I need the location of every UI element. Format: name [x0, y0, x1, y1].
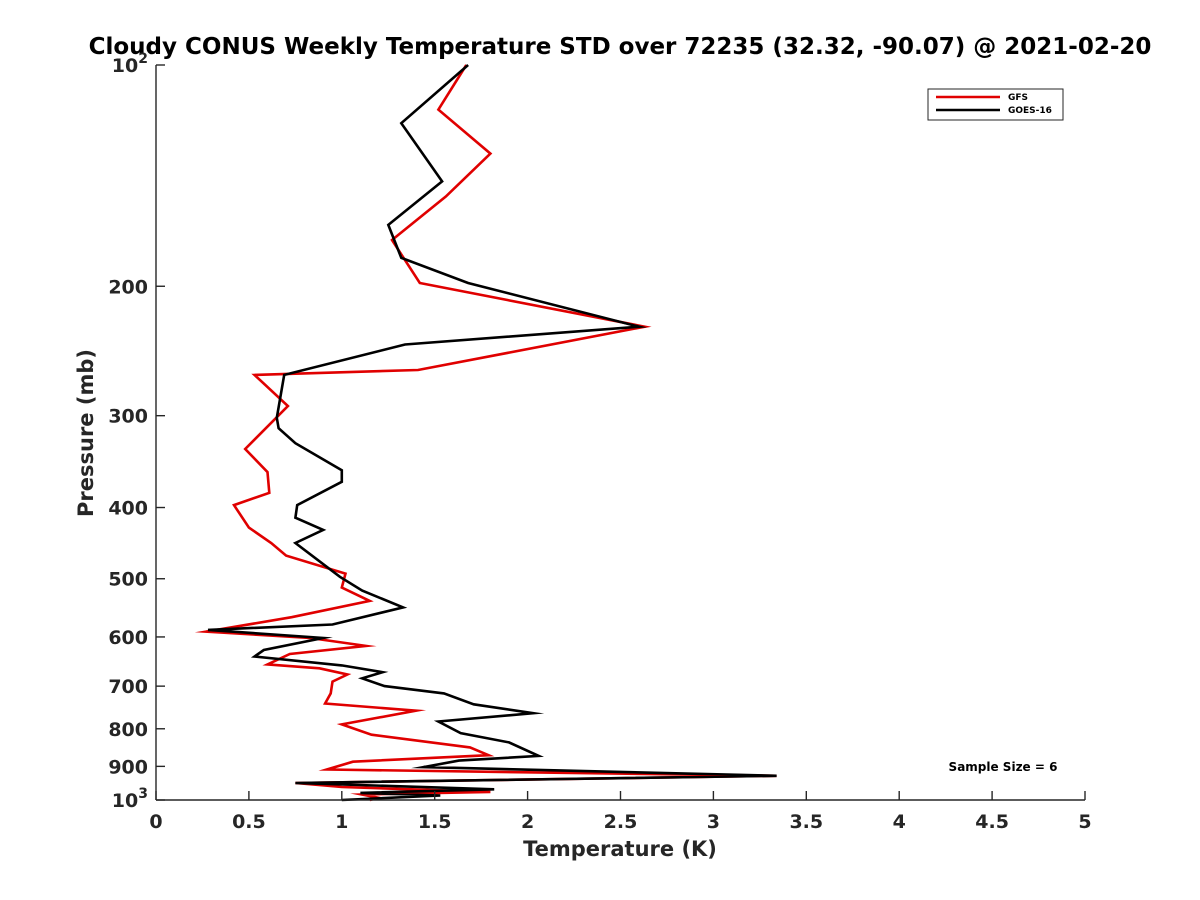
x-tick-label: 4.5	[975, 811, 1009, 833]
y-tick-label: 700	[108, 676, 148, 698]
chart-title: Cloudy CONUS Weekly Temperature STD over…	[89, 34, 1152, 60]
x-tick-label: 4	[893, 811, 906, 833]
x-axis-label: Temperature (K)	[523, 837, 717, 861]
y-tick-label: 600	[108, 627, 148, 649]
series-line-goes-16	[207, 64, 777, 802]
x-tick-label: 3.5	[789, 811, 823, 833]
x-tick-label: 5	[1078, 811, 1091, 833]
x-tick-label: 1.5	[418, 811, 452, 833]
y-axis-ticks: 102 200 300 400 500 600 700 800 900 103	[108, 51, 165, 812]
y-tick-label: 200	[108, 276, 148, 298]
y-tick-label: 300	[108, 406, 148, 428]
x-tick-label: 0.5	[232, 811, 266, 833]
x-tick-label: 3	[707, 811, 720, 833]
y-axis-label: Pressure (mb)	[74, 349, 98, 517]
legend: GFS GOES-16	[927, 88, 1064, 121]
x-tick-label: 2.5	[604, 811, 638, 833]
y-tick-label: 500	[108, 569, 148, 591]
legend-box	[927, 88, 1064, 121]
x-tick-label: 1	[335, 811, 348, 833]
y-tick-label: 102	[112, 51, 148, 77]
x-axis-ticks: 0 0.5 1 1.5 2 2.5 3 3.5 4 4.5 5	[149, 791, 1092, 833]
y-tick-label: 900	[108, 756, 148, 778]
legend-label-gfs: GFS	[1008, 93, 1028, 103]
series-line-gfs	[194, 64, 777, 802]
y-tick-label: 800	[108, 719, 148, 741]
series-lines	[194, 64, 777, 802]
sample-size-annotation: Sample Size = 6	[949, 760, 1058, 774]
y-tick-label: 400	[108, 498, 148, 520]
legend-label-goes-16: GOES-16	[1008, 106, 1052, 116]
x-tick-label: 2	[521, 811, 534, 833]
x-tick-label: 0	[149, 811, 162, 833]
y-tick-label: 103	[112, 786, 148, 812]
